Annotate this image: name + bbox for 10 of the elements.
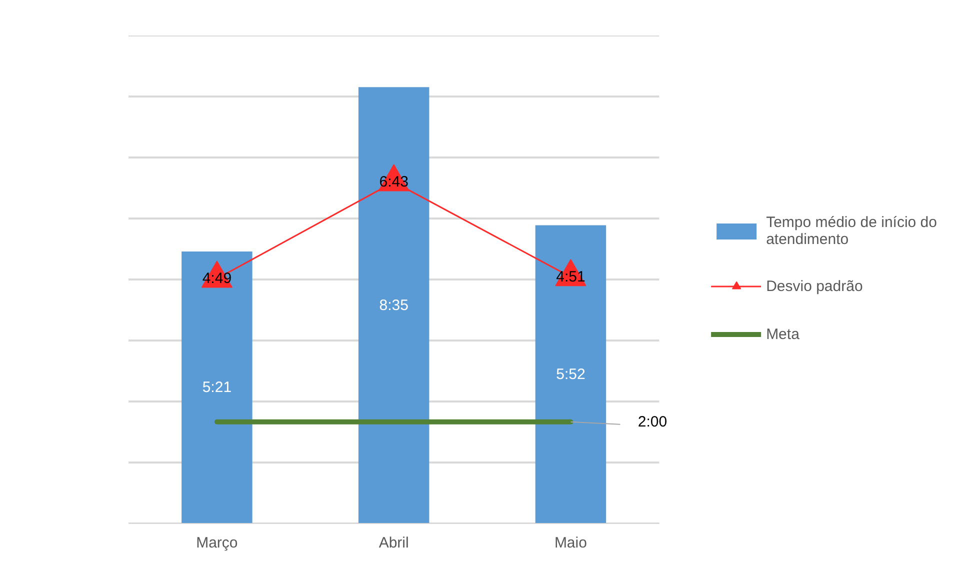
legend-label: Meta [766, 326, 800, 342]
data-label: 5:21 [202, 379, 232, 396]
x-tick-label: Março [196, 534, 238, 552]
legend-label: Desvio padrão [766, 278, 863, 294]
legend-label: Tempo médio de início do atendimento [766, 214, 937, 248]
x-tick-label: Maio [554, 534, 587, 552]
data-label: 2:00 [638, 413, 668, 430]
x-tick-label: Abril [378, 534, 409, 552]
data-label: 5:52 [556, 366, 586, 383]
data-label: 8:35 [379, 296, 408, 314]
